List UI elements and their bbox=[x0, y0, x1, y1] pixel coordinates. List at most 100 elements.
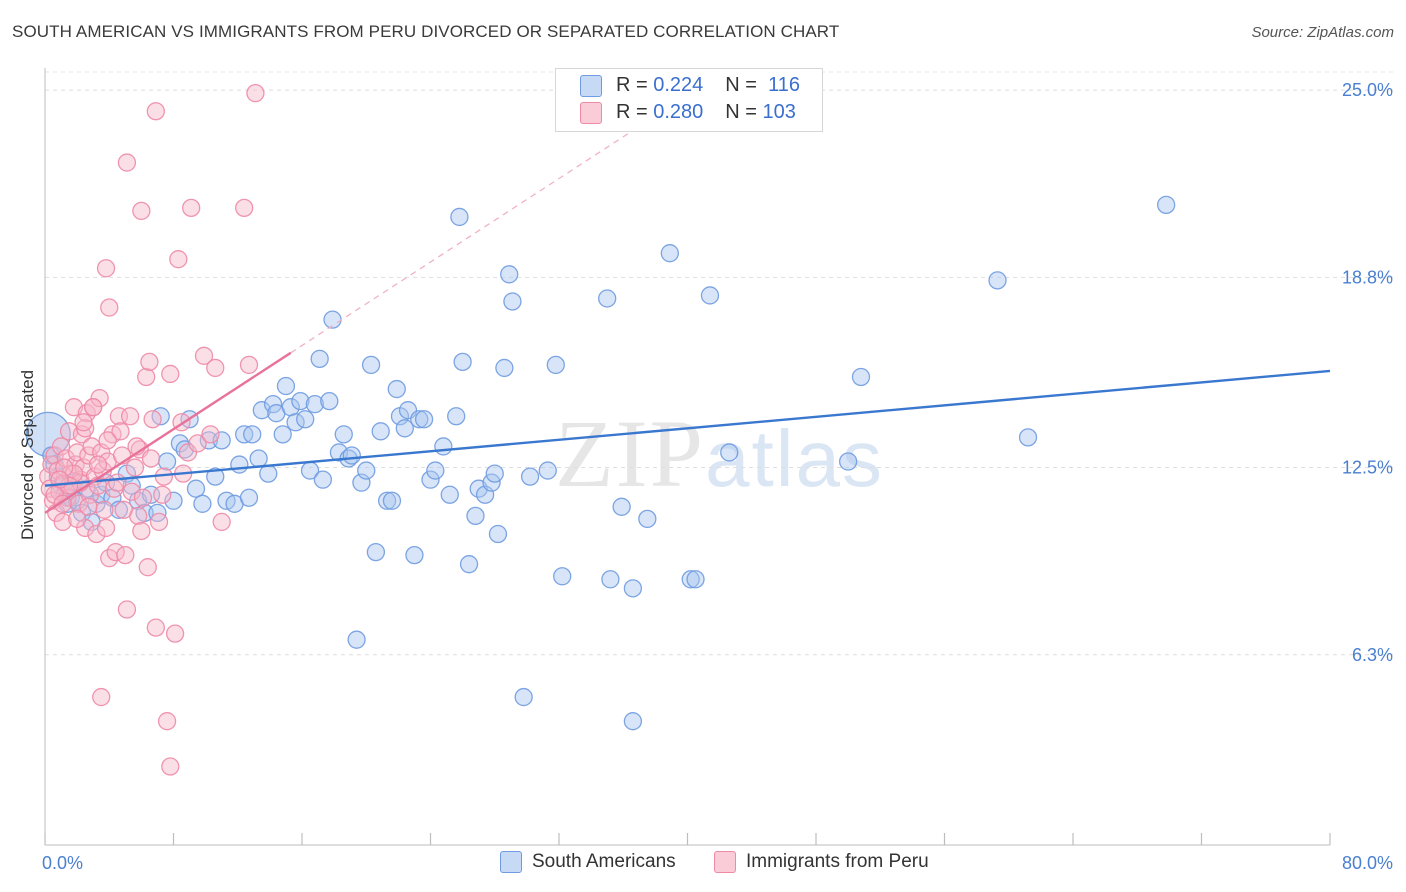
point-peru bbox=[92, 687, 111, 707]
point-south-americans bbox=[193, 494, 212, 513]
legend-r-value: 0.280 bbox=[653, 101, 704, 123]
point-south-americans bbox=[520, 467, 540, 486]
point-south-americans bbox=[109, 500, 129, 519]
point-peru bbox=[74, 413, 93, 432]
point-south-americans bbox=[638, 509, 657, 529]
bottom-legend-swatch-blue bbox=[500, 851, 522, 873]
bottom-legend-label: South Americans bbox=[532, 851, 676, 873]
bottom-legend-swatch-pink bbox=[714, 851, 736, 873]
point-peru bbox=[157, 712, 177, 731]
point-south-americans bbox=[377, 491, 397, 510]
point-peru bbox=[108, 473, 127, 492]
point-south-americans bbox=[495, 358, 514, 378]
point-peru bbox=[194, 346, 214, 365]
point-south-americans bbox=[434, 437, 453, 456]
point-peru bbox=[239, 355, 259, 375]
point-south-americans bbox=[342, 446, 361, 465]
point-south-americans bbox=[686, 570, 705, 589]
point-south-americans bbox=[500, 265, 519, 284]
legend-n-value: 103 bbox=[762, 101, 796, 123]
point-south-americans bbox=[426, 461, 445, 480]
point-south-americans bbox=[453, 352, 472, 372]
point-peru bbox=[111, 422, 130, 441]
point-south-americans bbox=[352, 473, 371, 492]
point-peru bbox=[161, 364, 180, 384]
point-south-americans bbox=[371, 422, 390, 441]
x-tick-label: 0.0% bbox=[42, 853, 83, 873]
point-peru bbox=[55, 458, 74, 477]
point-south-americans bbox=[466, 506, 485, 526]
watermark-zip: ZIP bbox=[555, 400, 705, 507]
legend-n-label: N = bbox=[725, 101, 757, 123]
watermark: ZIPatlas bbox=[555, 398, 884, 509]
point-peru bbox=[79, 497, 98, 516]
point-peru bbox=[96, 518, 116, 538]
y-tick-label: 18.8% bbox=[1342, 267, 1393, 287]
point-peru bbox=[182, 198, 201, 218]
point-peru bbox=[120, 407, 140, 426]
point-peru bbox=[140, 352, 159, 372]
point-south-americans bbox=[305, 394, 325, 414]
point-south-americans bbox=[164, 491, 183, 510]
point-south-americans bbox=[450, 207, 469, 227]
point-south-americans bbox=[361, 355, 381, 375]
point-south-americans bbox=[447, 407, 466, 426]
point-peru bbox=[82, 437, 101, 456]
point-peru bbox=[143, 410, 162, 429]
point-peru bbox=[132, 201, 151, 221]
point-south-americans bbox=[720, 443, 739, 462]
legend-swatch-blue bbox=[580, 74, 602, 97]
point-peru bbox=[201, 425, 220, 444]
point-peru bbox=[212, 512, 231, 532]
point-south-americans bbox=[296, 410, 315, 429]
point-south-americans bbox=[239, 488, 259, 507]
point-peru bbox=[84, 398, 103, 417]
point-south-americans bbox=[347, 630, 366, 649]
tick-labels: 6.3% 12.5% 18.8% 25.0% 0.0% 80.0% bbox=[42, 80, 1393, 873]
point-south-americans bbox=[421, 470, 440, 489]
point-peru bbox=[51, 437, 71, 456]
point-south-americans bbox=[660, 244, 679, 263]
point-peru bbox=[146, 102, 165, 121]
point-south-americans bbox=[382, 491, 402, 510]
y-tick-label: 12.5% bbox=[1342, 458, 1393, 478]
point-peru bbox=[122, 482, 141, 501]
legend-n-value: 116 bbox=[768, 74, 800, 96]
x-tick-label: 80.0% bbox=[1342, 853, 1393, 873]
y-tick-label: 25.0% bbox=[1342, 80, 1393, 100]
point-peru bbox=[235, 198, 254, 218]
point-south-americans bbox=[988, 271, 1007, 290]
point-south-americans bbox=[310, 349, 329, 369]
legend-row-peru: R = 0.280 N = 103 bbox=[580, 101, 796, 127]
point-south-americans bbox=[313, 470, 333, 489]
point-south-americans bbox=[538, 461, 557, 480]
legend-swatch-pink bbox=[580, 101, 602, 124]
point-south-americans bbox=[1157, 195, 1176, 215]
trend-line-peru bbox=[44, 351, 292, 514]
point-peru bbox=[153, 485, 172, 504]
legend-r-label: R = bbox=[616, 74, 648, 96]
point-south-americans bbox=[623, 712, 643, 731]
point-south-americans bbox=[851, 367, 871, 387]
point-south-americans bbox=[838, 452, 858, 471]
point-south-americans bbox=[320, 391, 339, 411]
point-peru bbox=[96, 259, 116, 278]
point-peru bbox=[90, 388, 109, 408]
point-peru bbox=[116, 545, 135, 565]
point-south-americans bbox=[273, 425, 292, 444]
point-south-americans bbox=[395, 419, 414, 438]
point-peru bbox=[87, 524, 106, 544]
point-peru bbox=[161, 757, 180, 776]
point-south-americans bbox=[414, 410, 434, 429]
legend-r-label: R = bbox=[616, 101, 648, 123]
trend-lines bbox=[44, 125, 1331, 514]
legend-row-south-americans: R = 0.224 N = 116 bbox=[580, 74, 800, 100]
y-tick-label: 6.3% bbox=[1352, 645, 1393, 665]
point-south-americans bbox=[488, 524, 508, 544]
point-south-americans bbox=[243, 425, 262, 444]
point-south-americans bbox=[148, 503, 167, 523]
y-axis-title: Divorced or Separated bbox=[18, 370, 37, 540]
point-south-americans bbox=[276, 376, 296, 396]
point-south-americans bbox=[206, 467, 225, 486]
